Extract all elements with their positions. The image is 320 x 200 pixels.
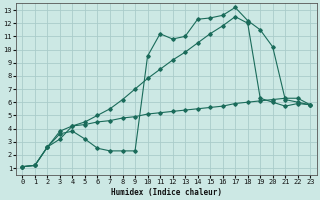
X-axis label: Humidex (Indice chaleur): Humidex (Indice chaleur) [111, 188, 222, 197]
